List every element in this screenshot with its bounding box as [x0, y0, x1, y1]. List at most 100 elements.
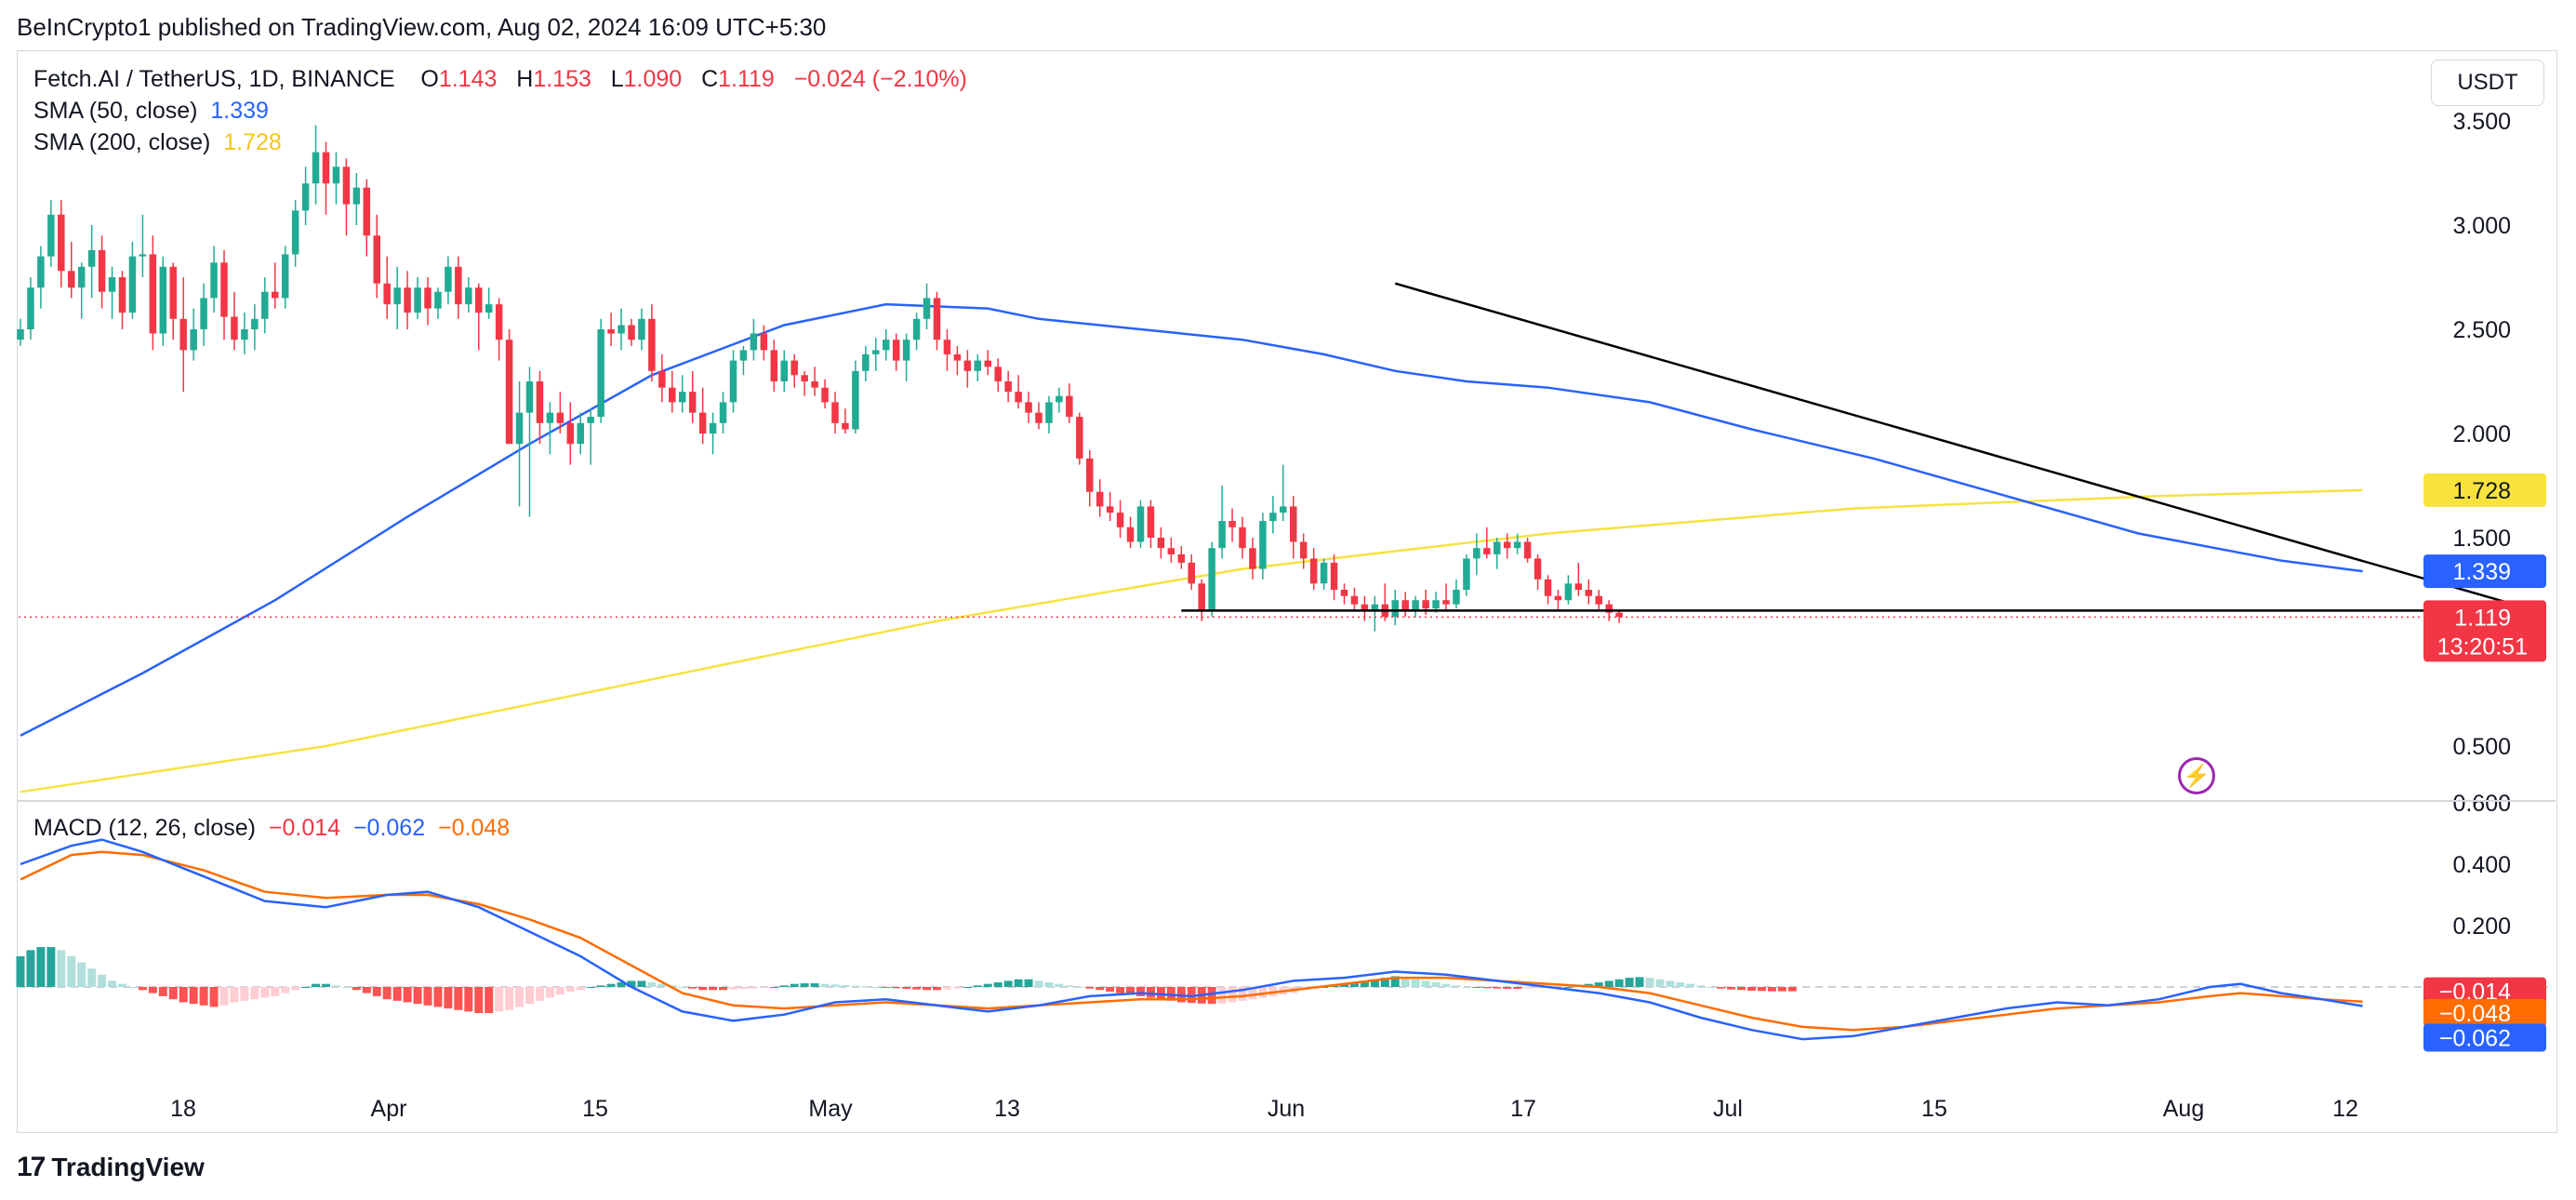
macd-histogram-bar	[1431, 982, 1441, 987]
symbol-title[interactable]: Fetch.AI / TetherUS, 1D, BINANCE	[33, 66, 395, 92]
macd-histogram-bar	[769, 987, 778, 988]
candle-body	[98, 249, 106, 292]
macd-histogram-bar	[250, 987, 259, 1000]
macd-histogram-bar	[1503, 987, 1512, 989]
macd-histogram-bar	[168, 987, 178, 1000]
macd-histogram-bar	[444, 987, 453, 1009]
axes: 3.500 3.000 2.500 2.000 1.500 0.500 0.600 0.400…	[170, 109, 2546, 1122]
macd-histogram-bar	[525, 987, 534, 1005]
candle-body	[1453, 590, 1460, 605]
candle-body	[638, 318, 645, 340]
macd-histogram-bar	[759, 987, 768, 988]
candle-body	[87, 249, 96, 267]
macd-histogram-bar	[871, 987, 881, 988]
chart-legend: Fetch.AI / TetherUS, 1D, BINANCE O1.143 …	[33, 63, 967, 158]
macd-histogram-bar	[1034, 980, 1043, 987]
ohlc-o-label: O	[420, 66, 439, 92]
macd-hist-tag-bg	[2423, 977, 2546, 1006]
pane-divider[interactable]	[17, 800, 2556, 802]
candle-body	[658, 370, 666, 388]
sma50-price-tag-bg	[2423, 554, 2546, 589]
macd-histogram-bar	[596, 985, 605, 987]
macd-histogram-bar	[1248, 987, 1257, 1000]
macd-histogram-bar	[495, 987, 504, 1012]
countdown-tag: 13:20:51	[2437, 633, 2528, 660]
candle-body	[566, 422, 575, 445]
macd-histogram-bar	[1523, 987, 1533, 989]
macd-histogram-bar	[1075, 987, 1084, 988]
candle-body	[424, 287, 432, 309]
candle-body	[210, 262, 218, 299]
price-tick-label: 0.500	[2452, 734, 2511, 760]
last-price-tag-bg	[2423, 600, 2546, 662]
candle-body	[525, 381, 534, 413]
candle-body	[984, 360, 991, 367]
macd-histogram-bar	[301, 987, 311, 988]
macd-histogram-bar	[1787, 987, 1797, 992]
macd-histogram-bar	[199, 987, 208, 1006]
macd-histogram-bar	[882, 987, 891, 988]
candle-body	[688, 392, 697, 413]
macd-histogram-bar	[1411, 979, 1420, 987]
sma200-price-tag: 1.728	[2452, 478, 2511, 504]
macd-histogram-bar	[647, 982, 657, 987]
macd-histogram-bar	[545, 987, 554, 998]
candle-body	[628, 325, 635, 340]
macd-histogram-bar	[1594, 982, 1603, 987]
candle-body	[1188, 562, 1195, 584]
tradingview-logo[interactable]: 17 TradingView	[17, 1152, 205, 1183]
macd-histogram-bar	[1401, 978, 1410, 987]
candle-body	[933, 298, 941, 340]
candle-body	[648, 318, 656, 371]
macd-histogram-bar	[1666, 980, 1675, 987]
sma200-legend-row[interactable]: SMA (200, close) 1.728	[33, 127, 967, 158]
candle-body	[1483, 548, 1491, 554]
candle-body	[291, 210, 299, 255]
macd-histogram-bar	[606, 983, 616, 987]
macd-histogram-bar	[1390, 976, 1400, 987]
macd-histogram-bar	[1614, 979, 1624, 987]
macd-histogram-bar	[1421, 980, 1430, 987]
candle-body	[342, 167, 351, 205]
macd-tick-label: 0.200	[2452, 913, 2511, 940]
macd-histogram-bar	[1534, 987, 1543, 989]
candle-body	[1045, 402, 1053, 423]
macd-legend[interactable]: MACD (12, 26, close) −0.014 −0.062 −0.04…	[33, 815, 510, 842]
macd-signal-tag-bg	[2423, 998, 2546, 1027]
macd-histogram-bar	[372, 987, 381, 996]
sma50-value: 1.339	[210, 98, 269, 124]
macd-histogram-bar	[1055, 983, 1064, 987]
candle-body	[852, 370, 859, 430]
candle-body	[1320, 562, 1328, 584]
candle-body	[1534, 558, 1542, 580]
macd-histogram-bar	[1706, 987, 1716, 988]
date-tick-label: 18	[170, 1096, 196, 1122]
candle-body	[994, 367, 1002, 381]
macd-histogram-bar	[535, 987, 544, 1001]
candle-body	[669, 387, 676, 403]
macd-histogram-bar	[515, 987, 524, 1007]
candle-body	[790, 360, 798, 376]
macd-histogram-bar	[1727, 987, 1736, 990]
ohlc-close: 1.119	[718, 66, 775, 92]
price-tick-label: 1.500	[2452, 526, 2511, 552]
candle-body	[332, 167, 340, 184]
macd-histogram-bar	[127, 987, 137, 988]
candle-body	[1004, 381, 1012, 393]
candle-body	[943, 340, 951, 354]
sma50-legend-row[interactable]: SMA (50, close) 1.339	[33, 95, 967, 127]
macd-histogram-bar	[1116, 987, 1125, 993]
candle-body	[1564, 583, 1573, 601]
macd-histogram-bar	[1737, 987, 1746, 991]
candle-body	[1605, 604, 1613, 613]
macd-histogram-bar	[87, 968, 97, 987]
lightning-icon[interactable]: ⚡	[2178, 757, 2215, 794]
candle-body	[1147, 506, 1155, 538]
candle-body	[974, 360, 982, 371]
currency-button[interactable]: USDT	[2431, 60, 2544, 106]
candle-body	[536, 381, 544, 423]
macd-histogram-bar	[1452, 985, 1461, 987]
macd-histogram-bar	[1258, 987, 1268, 998]
date-tick-label: 15	[582, 1096, 608, 1122]
